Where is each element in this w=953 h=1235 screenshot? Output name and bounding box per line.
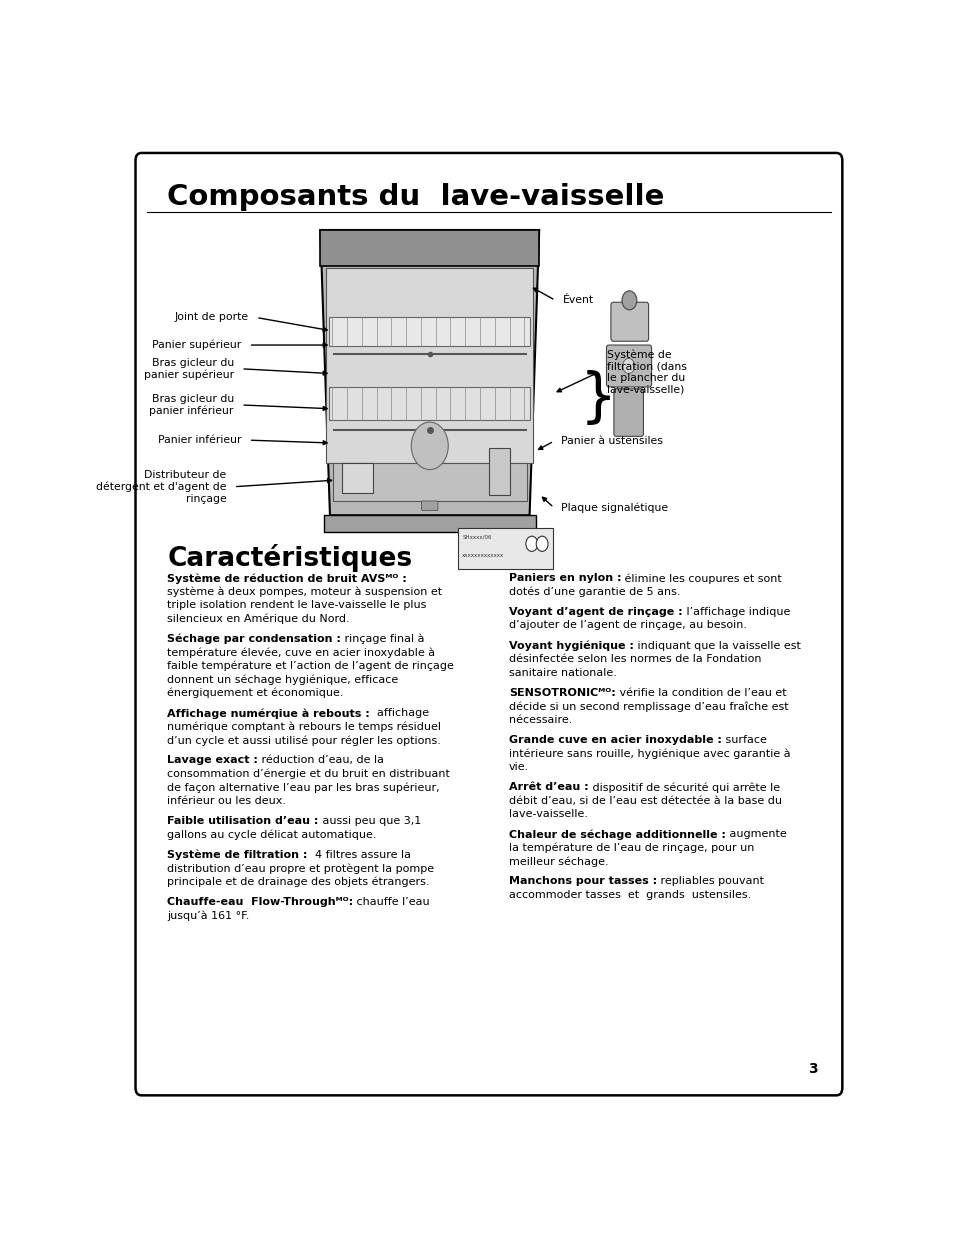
Text: xxxxxxxxxxxxx: xxxxxxxxxxxxx — [462, 553, 504, 558]
Text: système à deux pompes, moteur à suspension et: système à deux pompes, moteur à suspensi… — [167, 587, 442, 598]
Text: Chaleur de séchage additionnelle :: Chaleur de séchage additionnelle : — [508, 829, 725, 840]
Text: faible température et l’action de l’agent de rinçage: faible température et l’action de l’agen… — [167, 661, 454, 672]
Text: élimine les coupures et sont: élimine les coupures et sont — [620, 573, 781, 584]
Circle shape — [622, 358, 634, 373]
Text: d’un cycle et aussi utilisé pour régler les options.: d’un cycle et aussi utilisé pour régler … — [167, 735, 440, 746]
Text: Manchons pour tasses :: Manchons pour tasses : — [508, 877, 657, 887]
Text: principale et de drainage des objets étrangers.: principale et de drainage des objets étr… — [167, 877, 430, 887]
Text: Système de réduction de bruit AVSᴹᴼ :: Système de réduction de bruit AVSᴹᴼ : — [167, 573, 407, 584]
Text: Faible utilisation d’eau :: Faible utilisation d’eau : — [167, 816, 318, 826]
Text: 4 filtres assure la: 4 filtres assure la — [308, 850, 410, 860]
Text: Panier supérieur: Panier supérieur — [152, 340, 241, 351]
Text: silencieux en Amérique du Nord.: silencieux en Amérique du Nord. — [167, 614, 350, 624]
Text: affichage: affichage — [370, 708, 429, 718]
FancyBboxPatch shape — [135, 153, 841, 1095]
Text: dotés d’une garantie de 5 ans.: dotés d’une garantie de 5 ans. — [508, 587, 679, 598]
Text: Panier à ustensiles: Panier à ustensiles — [560, 436, 662, 446]
Text: consommation d’énergie et du bruit en distribuant: consommation d’énergie et du bruit en di… — [167, 769, 450, 779]
FancyBboxPatch shape — [329, 317, 530, 346]
FancyBboxPatch shape — [341, 463, 373, 494]
Text: Système de
filtration (dans
le plancher du
lave-vaisselle): Système de filtration (dans le plancher … — [606, 350, 686, 394]
Text: vérifie la condition de l’eau et: vérifie la condition de l’eau et — [615, 688, 785, 698]
Text: Panier inférieur: Panier inférieur — [157, 435, 241, 445]
Text: l’affichage indique: l’affichage indique — [681, 606, 789, 618]
Circle shape — [536, 536, 547, 551]
Text: Distributeur de
détergent et d'agent de
rinçage: Distributeur de détergent et d'agent de … — [96, 469, 226, 504]
Text: lave-vaisselle.: lave-vaisselle. — [508, 809, 587, 819]
Text: surface: surface — [721, 735, 766, 745]
Text: jusqu’à 161 °F.: jusqu’à 161 °F. — [167, 910, 250, 921]
Text: Paniers en nylon :: Paniers en nylon : — [508, 573, 620, 583]
FancyBboxPatch shape — [488, 448, 509, 495]
Text: gallons au cycle délicat automatique.: gallons au cycle délicat automatique. — [167, 830, 376, 840]
Text: intérieure sans rouille, hygiénique avec garantie à: intérieure sans rouille, hygiénique avec… — [508, 748, 790, 760]
Text: numérique comptant à rebours le temps résiduel: numérique comptant à rebours le temps ré… — [167, 721, 441, 732]
FancyBboxPatch shape — [613, 389, 642, 436]
Circle shape — [621, 291, 636, 310]
Text: indiquant que la vaisselle est: indiquant que la vaisselle est — [633, 641, 800, 651]
Text: Affichage numérqiue à rebouts :: Affichage numérqiue à rebouts : — [167, 708, 370, 719]
FancyBboxPatch shape — [333, 463, 526, 501]
Text: meilleur séchage.: meilleur séchage. — [508, 856, 608, 867]
Text: énergiquement et économique.: énergiquement et économique. — [167, 688, 343, 699]
Text: donnent un séchage hygiénique, efficace: donnent un séchage hygiénique, efficace — [167, 674, 398, 685]
Text: SHxxxx/06: SHxxxx/06 — [462, 535, 492, 540]
Text: débit d’eau, si de l’eau est détectée à la base du: débit d’eau, si de l’eau est détectée à … — [508, 795, 781, 805]
Text: Voyant d’agent de rinçage :: Voyant d’agent de rinçage : — [508, 606, 681, 618]
FancyBboxPatch shape — [610, 303, 648, 341]
Text: Arrêt d’eau :: Arrêt d’eau : — [508, 782, 588, 792]
Text: }: } — [579, 369, 617, 427]
FancyBboxPatch shape — [457, 527, 553, 569]
Text: Bras gicleur du
panier supérieur: Bras gicleur du panier supérieur — [144, 358, 233, 380]
FancyBboxPatch shape — [329, 387, 530, 420]
Text: vie.: vie. — [508, 762, 529, 772]
FancyBboxPatch shape — [324, 515, 535, 532]
Text: d’ajouter de l’agent de rinçage, au besoin.: d’ajouter de l’agent de rinçage, au beso… — [508, 620, 746, 630]
Text: dispositif de sécurité qui arrête le: dispositif de sécurité qui arrête le — [588, 782, 779, 793]
Text: de façon alternative l’eau par les bras supérieur,: de façon alternative l’eau par les bras … — [167, 782, 439, 793]
Circle shape — [525, 536, 537, 551]
Text: Voyant hygiénique :: Voyant hygiénique : — [508, 641, 633, 651]
Text: distribution d’eau propre et protègent la pompe: distribution d’eau propre et protègent l… — [167, 863, 434, 873]
Text: Bras gicleur du
panier inférieur: Bras gicleur du panier inférieur — [150, 394, 233, 416]
Text: Évent: Évent — [562, 295, 594, 305]
Text: triple isolation rendent le lave-vaisselle le plus: triple isolation rendent le lave-vaissel… — [167, 600, 426, 610]
Text: réduction d’eau, de la: réduction d’eau, de la — [258, 756, 384, 766]
Text: Caractéristiques: Caractéristiques — [167, 543, 412, 572]
Text: Chauffe-eau  Flow-Throughᴹᴼ:: Chauffe-eau Flow-Throughᴹᴼ: — [167, 897, 353, 906]
Text: la température de l’eau de rinçage, pour un: la température de l’eau de rinçage, pour… — [508, 842, 754, 853]
FancyBboxPatch shape — [606, 345, 651, 387]
Text: Système de filtration :: Système de filtration : — [167, 850, 308, 860]
FancyBboxPatch shape — [326, 268, 533, 463]
Text: nécessaire.: nécessaire. — [508, 715, 572, 725]
FancyBboxPatch shape — [421, 501, 437, 510]
Text: décide si un second remplissage d’eau fraîche est: décide si un second remplissage d’eau fr… — [508, 701, 788, 711]
Text: chauffe l’eau: chauffe l’eau — [353, 897, 430, 906]
Text: Séchage par condensation :: Séchage par condensation : — [167, 634, 341, 645]
Text: augmente: augmente — [725, 829, 785, 840]
FancyBboxPatch shape — [320, 230, 538, 266]
Text: repliables pouvant: repliables pouvant — [657, 877, 763, 887]
Polygon shape — [320, 230, 538, 515]
Text: SENSOTRONICᴹᴼ:: SENSOTRONICᴹᴼ: — [508, 688, 615, 698]
Text: accommoder tasses  et  grands  ustensiles.: accommoder tasses et grands ustensiles. — [508, 890, 750, 900]
Text: 3: 3 — [807, 1062, 817, 1077]
Text: aussi peu que 3,1: aussi peu que 3,1 — [318, 816, 420, 826]
Text: Joint de porte: Joint de porte — [174, 312, 249, 322]
Text: Lavage exact :: Lavage exact : — [167, 756, 258, 766]
Text: Composants du  lave-vaisselle: Composants du lave-vaisselle — [167, 183, 664, 211]
Text: Plaque signalétique: Plaque signalétique — [560, 503, 668, 513]
Text: Grande cuve en acier inoxydable :: Grande cuve en acier inoxydable : — [508, 735, 721, 745]
Circle shape — [411, 422, 448, 469]
Text: rinçage final à: rinçage final à — [341, 634, 424, 645]
Text: désinfectée selon les normes de la Fondation: désinfectée selon les normes de la Fonda… — [508, 655, 760, 664]
Text: sanitaire nationale.: sanitaire nationale. — [508, 668, 617, 678]
Text: température élevée, cuve en acier inoxydable à: température élevée, cuve en acier inoxyd… — [167, 647, 435, 658]
Text: inférieur ou les deux.: inférieur ou les deux. — [167, 795, 286, 805]
